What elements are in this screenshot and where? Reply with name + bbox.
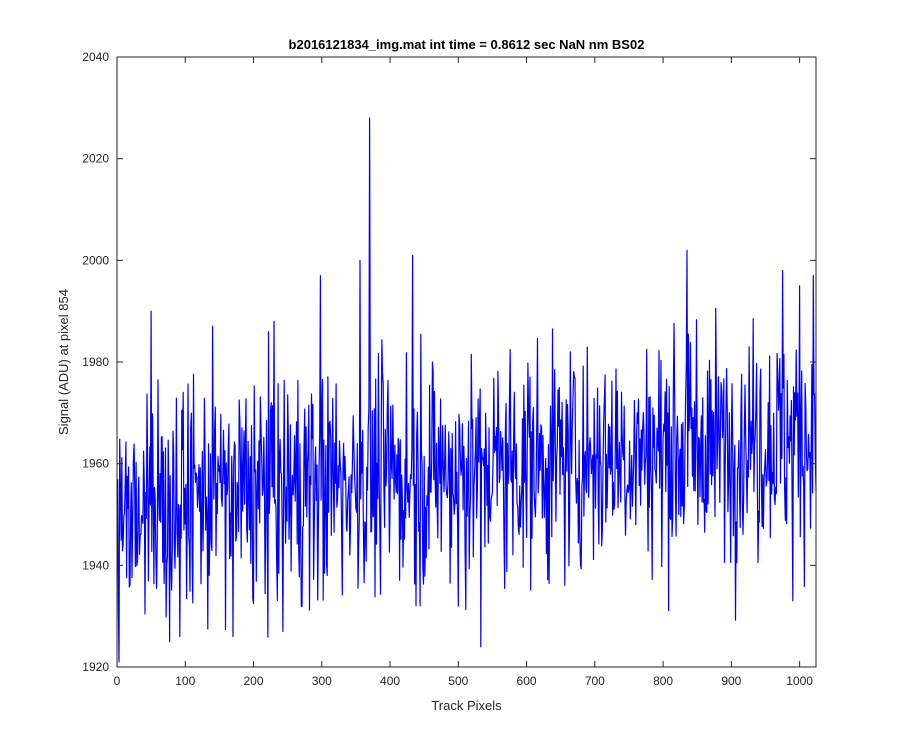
- x-tick-label: 1000: [786, 674, 813, 688]
- y-tick-label: 2040: [82, 50, 109, 64]
- y-tick-label: 2020: [82, 152, 109, 166]
- y-tick-label: 1960: [82, 457, 109, 471]
- x-tick-label: 700: [585, 674, 605, 688]
- x-tick-label: 200: [244, 674, 264, 688]
- plot-area: [117, 117, 817, 663]
- x-tick-label: 600: [517, 674, 537, 688]
- x-tick-label: 900: [721, 674, 741, 688]
- y-tick-label: 2000: [82, 253, 109, 267]
- x-tick-label: 100: [175, 674, 195, 688]
- x-axis-title: Track Pixels: [431, 698, 502, 713]
- y-tick-label: 1920: [82, 660, 109, 674]
- axis-ticks: 0 100 200 300 400 500 600 700 800 900 1000 1920 1940…: [82, 50, 816, 688]
- x-tick-label: 300: [312, 674, 332, 688]
- series-line: [117, 117, 817, 663]
- y-tick-label: 1980: [82, 355, 109, 369]
- y-tick-label: 1940: [82, 558, 109, 572]
- x-tick-label: 800: [653, 674, 673, 688]
- y-axis-title: Signal (ADU) at pixel 854: [56, 289, 71, 435]
- x-tick-label: 400: [380, 674, 400, 688]
- x-tick-label: 500: [448, 674, 468, 688]
- chart-title: b2016121834_img.mat int time = 0.8612 se…: [289, 37, 645, 52]
- x-tick-label: 0: [114, 674, 121, 688]
